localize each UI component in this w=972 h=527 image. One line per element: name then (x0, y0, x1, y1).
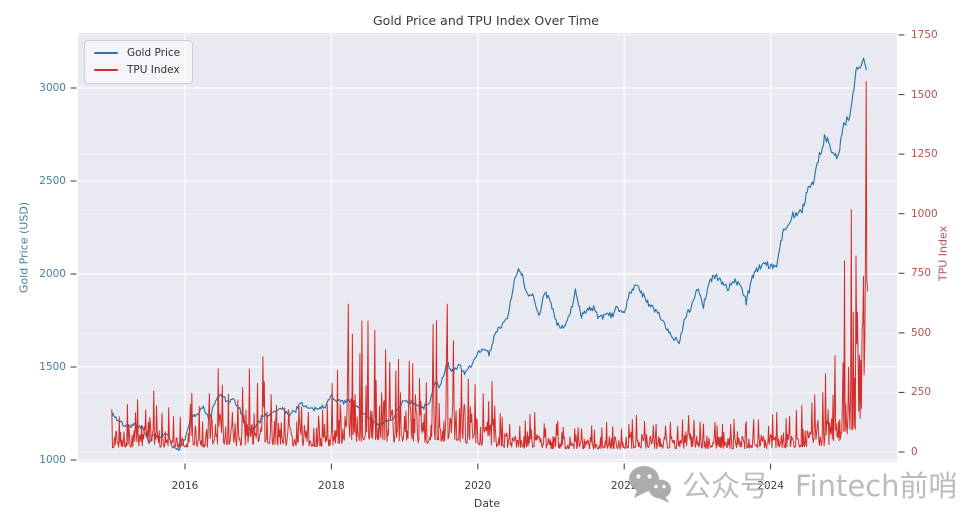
watermark-text-cn: 公众号 (682, 469, 770, 503)
tpu-line-swatch (94, 69, 118, 71)
watermark-text-en: Fintech前哨 (795, 469, 958, 503)
wechat-icon (629, 466, 671, 503)
legend-entry-gold: Gold Price (94, 47, 180, 59)
gold-line-swatch (94, 52, 118, 54)
legend-label-gold: Gold Price (127, 47, 181, 59)
legend: Gold Price TPU Index (84, 40, 194, 84)
chart-title: Gold Price and TPU Index Over Time (373, 13, 599, 28)
watermark: 公众号 Fintech前哨 (627, 462, 958, 506)
legend-label-tpu: TPU Index (127, 64, 180, 76)
legend-entry-tpu: TPU Index (94, 64, 180, 76)
